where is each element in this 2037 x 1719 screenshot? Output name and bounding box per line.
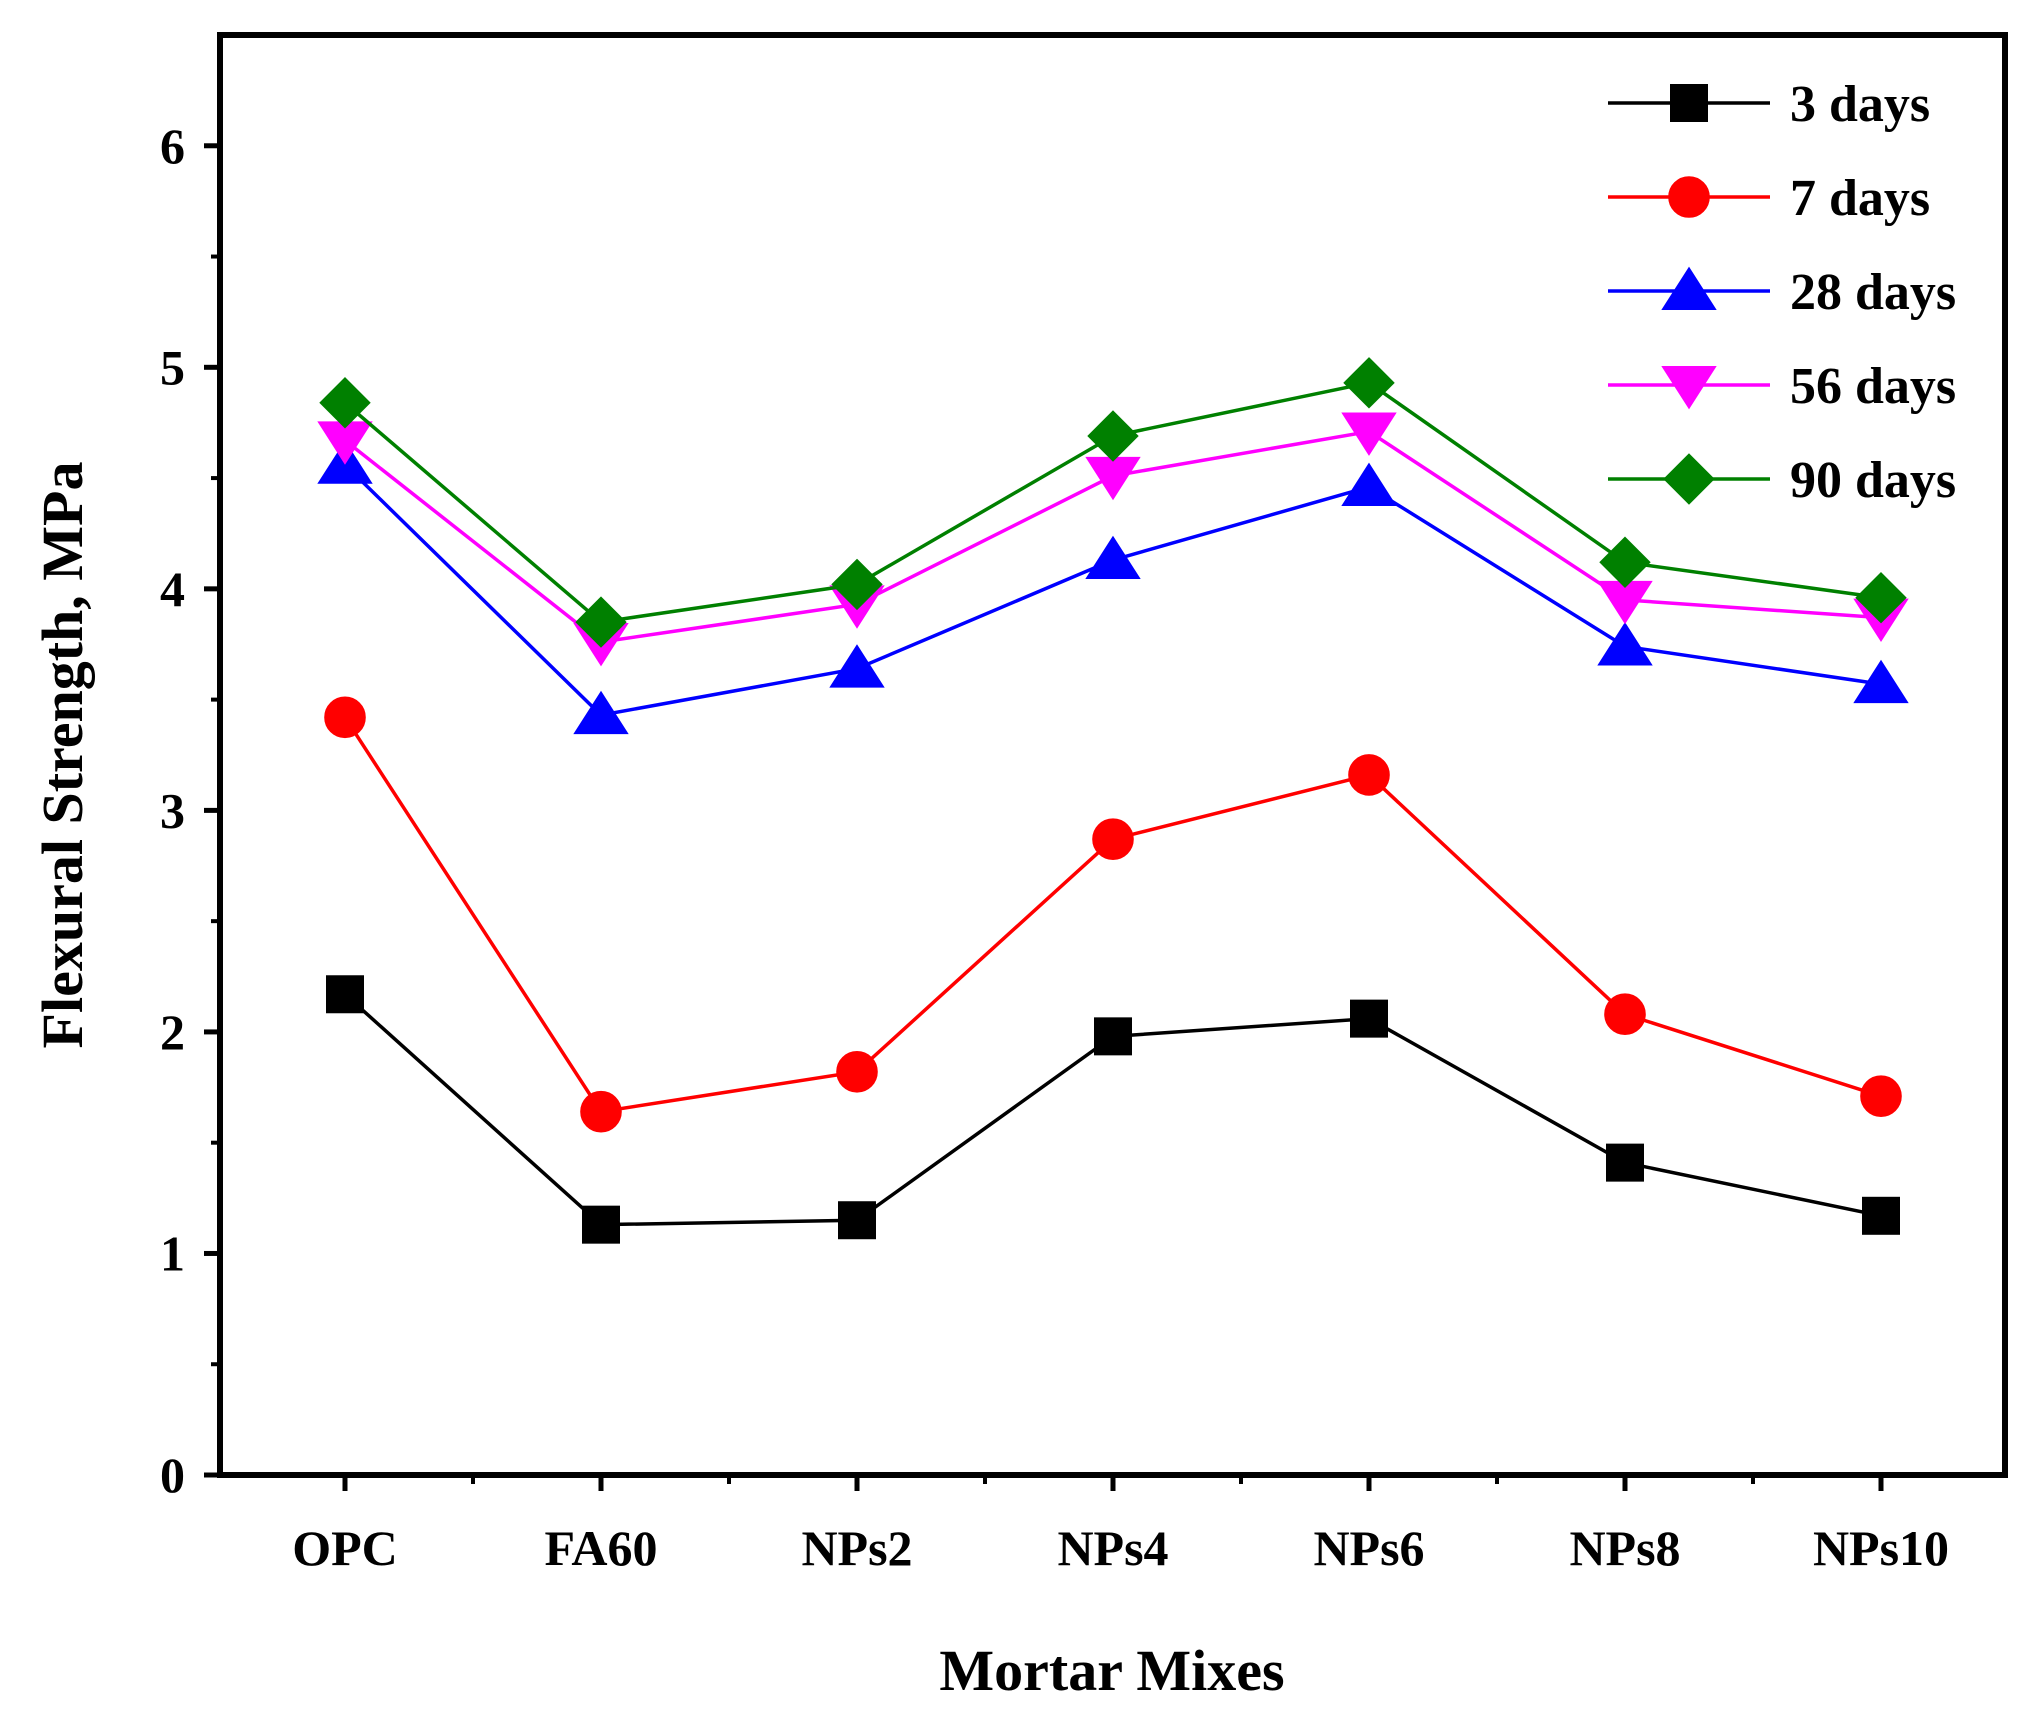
x-category-label: NPs10: [1813, 1520, 1949, 1576]
legend-item: 7 days: [1608, 170, 1930, 227]
x-category-label: OPC: [292, 1520, 398, 1576]
series-90-days: [319, 357, 1907, 648]
data-point: [575, 596, 627, 648]
data-point: [1862, 1196, 1900, 1235]
y-tick-label: 5: [160, 339, 185, 395]
data-point: [1860, 1075, 1902, 1117]
data-point: [1597, 622, 1653, 666]
data-point: [1606, 1143, 1644, 1182]
data-point: [1604, 993, 1646, 1036]
y-tick-label: 3: [160, 782, 185, 838]
legend-label: 56 days: [1790, 358, 1956, 415]
data-point: [326, 975, 364, 1014]
x-category-label: FA60: [545, 1520, 658, 1576]
data-point: [1085, 535, 1141, 580]
legend: 3 days 7 days 28 days 56 days 90 days: [1608, 76, 1956, 509]
legend-item: 3 days: [1608, 76, 1930, 133]
data-point: [1853, 659, 1909, 704]
series-layer: [317, 357, 1909, 1244]
x-category-label: NPs6: [1313, 1520, 1424, 1576]
legend-label: 7 days: [1790, 170, 1930, 227]
legend-marker: [1668, 176, 1710, 218]
x-category-label: NPs2: [801, 1520, 912, 1576]
y-tick-label: 0: [160, 1447, 185, 1503]
legend-marker: [1661, 366, 1717, 410]
data-point: [838, 1201, 876, 1240]
x-axis: OPC FA60 NPs2 NPs4 NPs6 NPs8 NPs10: [292, 1475, 1949, 1576]
legend-marker: [1670, 84, 1708, 122]
legend-label: 28 days: [1790, 264, 1956, 321]
y-tick-label: 4: [160, 561, 185, 617]
x-category-label: NPs4: [1057, 1520, 1168, 1576]
data-point: [1599, 536, 1651, 588]
data-point: [324, 696, 366, 739]
x-axis-title: Mortar Mixes: [939, 1638, 1284, 1703]
y-tick-label: 2: [160, 1004, 185, 1060]
legend-marker: [1661, 266, 1717, 310]
legend-label: 3 days: [1790, 76, 1930, 133]
x-category-label: NPs8: [1569, 1520, 1680, 1576]
legend-label: 90 days: [1790, 452, 1956, 509]
data-point: [1343, 357, 1395, 409]
y-tick-label: 6: [160, 118, 185, 174]
data-point: [319, 377, 371, 429]
data-point: [831, 558, 883, 611]
data-point: [1341, 412, 1397, 456]
series-3-days: [326, 975, 1900, 1244]
legend-item: 56 days: [1608, 358, 1956, 415]
data-point: [582, 1205, 620, 1244]
y-axis: 0 1 2 3 4 5 6: [160, 118, 220, 1503]
series-7-days: [324, 696, 1902, 1133]
y-tick-label: 1: [160, 1225, 185, 1281]
data-point: [1350, 999, 1388, 1038]
data-point: [1855, 571, 1907, 624]
data-point: [836, 1051, 878, 1093]
data-point: [1087, 410, 1139, 462]
data-point: [1094, 1017, 1132, 1056]
legend-item: 28 days: [1608, 264, 1956, 321]
legend-item: 90 days: [1608, 452, 1956, 509]
data-point: [580, 1090, 622, 1133]
y-axis-title: Flexural Strength, MPa: [30, 462, 95, 1049]
data-point: [1341, 462, 1397, 506]
data-point: [829, 644, 885, 688]
data-point: [573, 690, 629, 735]
data-point: [1348, 754, 1390, 796]
legend-marker: [1663, 453, 1715, 505]
data-point: [1092, 818, 1134, 860]
series-28-days: [317, 440, 1909, 735]
